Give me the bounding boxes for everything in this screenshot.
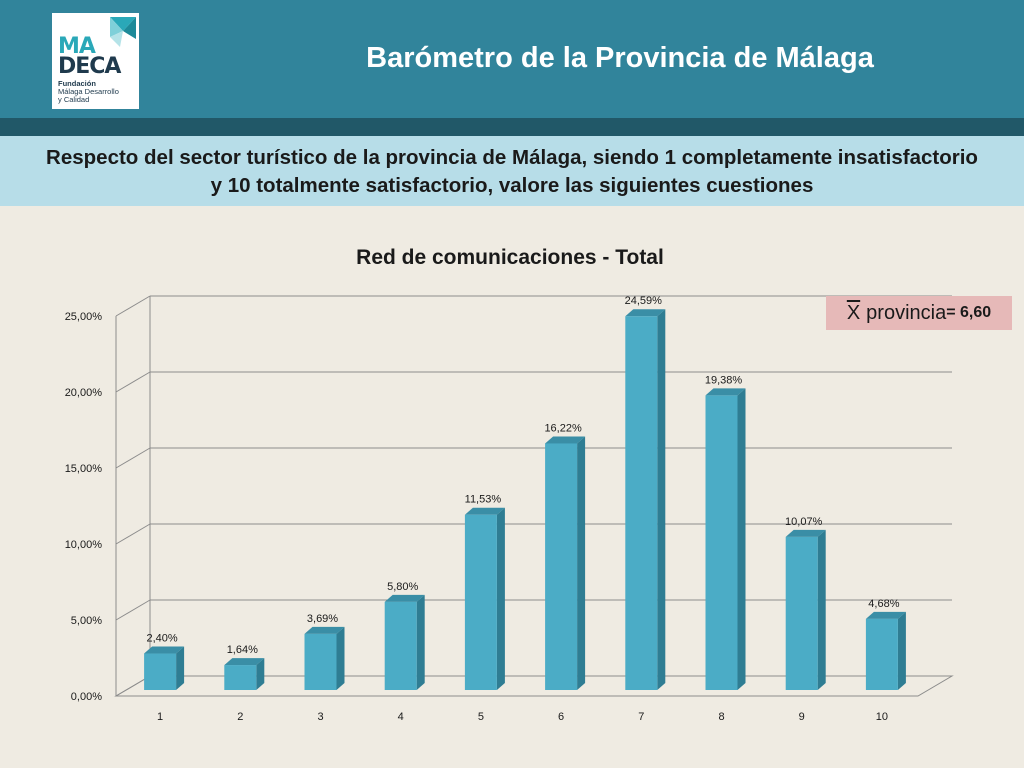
question-text: Respecto del sector turístico de la prov… (46, 146, 978, 197)
logo-wordmark: MA DECA (58, 34, 121, 79)
bar-top (224, 658, 265, 666)
bar-top (304, 626, 345, 634)
x-tick-label: 7 (638, 711, 644, 723)
gridline-depth (115, 295, 151, 317)
bar-side (176, 646, 185, 690)
x-tick-label: 4 (398, 711, 404, 723)
logo-mark-icon (110, 17, 136, 47)
header-bar (0, 0, 1024, 118)
bar-side (416, 594, 425, 690)
data-label: 19,38% (705, 374, 743, 386)
bar-top (464, 507, 505, 515)
bar (625, 316, 658, 690)
x-tick-label: 3 (317, 711, 323, 723)
x-tick-label: 5 (478, 711, 484, 723)
bar-side (577, 436, 586, 690)
data-label: 24,59% (625, 295, 663, 307)
data-label: 10,07% (785, 516, 823, 528)
madeca-logo: MA DECA Fundación Málaga Desarrollo y Ca… (52, 13, 139, 109)
y-tick-label: 25,00% (65, 311, 103, 323)
bar (464, 514, 497, 690)
bar-top (545, 436, 586, 444)
data-label: 5,80% (387, 581, 418, 593)
bar-top (144, 646, 185, 654)
gridline-depth (115, 447, 151, 469)
data-label: 4,68% (868, 598, 899, 610)
bar (545, 443, 578, 690)
x-tick-label: 8 (718, 711, 724, 723)
bar-top (384, 594, 425, 602)
y-tick-label: 15,00% (65, 463, 103, 475)
x-tick-label: 1 (157, 711, 163, 723)
mean-badge: X provincia = 6,60 (826, 296, 1012, 330)
bar (384, 601, 417, 690)
question-banner: Respecto del sector turístico de la prov… (0, 136, 1024, 206)
bar-top (785, 529, 826, 537)
gridline-depth (115, 599, 151, 621)
bar (865, 618, 898, 690)
y-tick-label: 5,00% (71, 615, 102, 627)
bar-top (865, 611, 906, 619)
bar-top (625, 309, 666, 317)
bar-side (256, 658, 265, 690)
data-label: 11,53% (465, 494, 502, 506)
mean-label: provincia (866, 301, 947, 324)
x-tick-label: 6 (558, 711, 564, 723)
chart-title: Red de comunicaciones - Total (356, 246, 664, 269)
header-stripe (0, 118, 1024, 136)
x-tick-label: 2 (237, 711, 243, 723)
logo-subtitle: Fundación Málaga Desarrollo y Calidad (58, 79, 119, 104)
y-tick-label: 10,00% (65, 539, 103, 551)
y-tick-label: 20,00% (65, 387, 103, 399)
gridline-depth (115, 371, 151, 393)
bar (144, 653, 177, 690)
data-label: 16,22% (544, 422, 582, 434)
bar (705, 395, 738, 690)
x-tick-label: 10 (876, 711, 888, 723)
mean-symbol: X (846, 301, 861, 324)
bar-side (336, 626, 345, 690)
data-label: 2,40% (146, 633, 177, 645)
chart-floor (114, 675, 954, 697)
slide-title: Barómetro de la Provincia de Málaga (366, 42, 874, 74)
x-tick-label: 9 (799, 711, 805, 723)
bar (224, 665, 257, 690)
bar-side (897, 611, 906, 690)
bar-side (817, 529, 826, 690)
mean-value: = 6,60 (946, 304, 992, 321)
bar (304, 633, 337, 690)
bar (785, 536, 818, 690)
bar-side (737, 388, 746, 690)
bar-side (496, 507, 505, 690)
data-label: 1,64% (227, 644, 258, 656)
data-label: 3,69% (307, 613, 338, 625)
gridline-depth (115, 523, 151, 545)
bar-top (705, 388, 746, 396)
bar-side (657, 309, 666, 690)
y-tick-label: 0,00% (71, 691, 102, 703)
